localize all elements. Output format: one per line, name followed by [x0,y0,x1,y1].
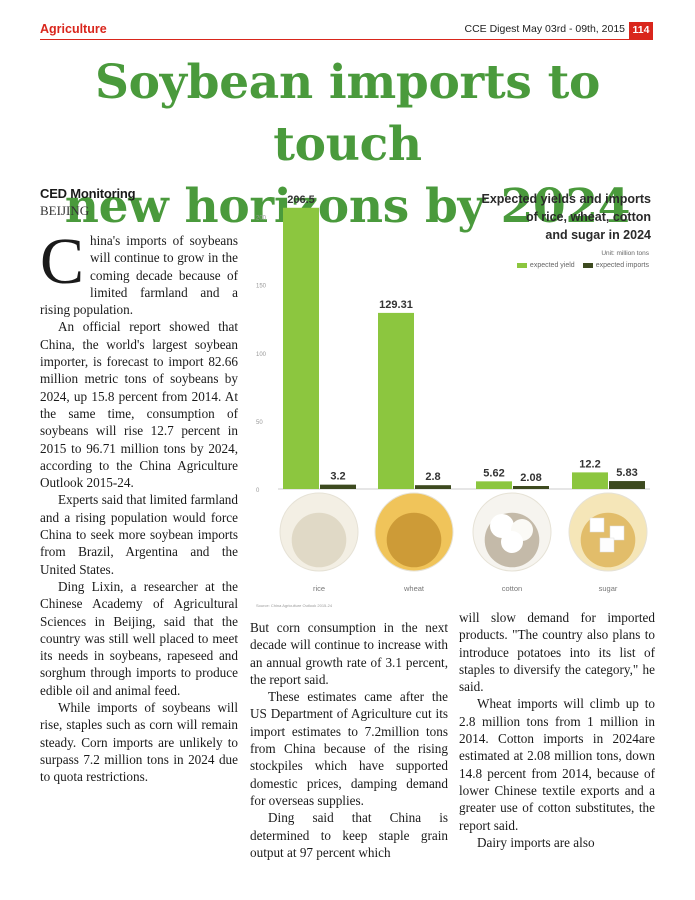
article-paragraph: But corn consumption in the next decade … [250,620,448,687]
article-paragraph: Ding Lixin, a researcher at the Chinese … [40,578,238,698]
article-paragraph: Wheat imports will climb up to 2.8 milli… [459,696,655,833]
data-label-yield: 12.2 [579,458,600,470]
legend-label: expected imports [595,262,649,269]
article-paragraph: Ding said that China is determined to ke… [250,810,448,860]
headline: Soybean imports to touch new horizons by… [20,52,675,238]
page-number: 114 [629,22,653,39]
article-paragraph: Experts said that limited farmland and a… [40,492,238,577]
category-label-wheat: wheat [403,584,425,593]
chart-title-line: and sugar in 2024 [545,228,651,242]
bar-yield-cotton [476,481,512,489]
y-tick-label: 0 [256,488,260,494]
bar-yield-sugar [572,472,608,489]
article-paragraph: will slow demand for imported products. … [459,610,655,695]
data-label-yield: 206.5 [287,194,315,206]
rice-photo-shade [291,512,347,568]
data-label-imports: 2.08 [520,472,541,484]
category-label-rice: rice [313,584,325,593]
headline-line-2: new horizons by 2024 [64,179,631,234]
article-column-3: will slow demand for imported products. … [459,609,655,851]
article-column-2: But corn consumption in the next decade … [250,619,448,861]
y-tick-label: 100 [256,352,267,358]
data-label-yield: 129.31 [379,299,413,311]
bar-yield-wheat [378,312,414,489]
chart-canvas: 0 50 100 150 200 206.5 3.2 rice 129.31 2.8 wheat 5.… [256,194,650,593]
header-bar: Agriculture CCE Digest May 03rd - 09th, … [40,22,653,40]
drop-cap: C [40,225,85,298]
chart-source: Source: China Agriculture Outlook 2015-2… [256,603,333,608]
bar-imports-rice [320,484,356,489]
bar-yield-rice [283,207,319,489]
wheat-photo-shade [386,512,442,568]
sugar-cube-icon [609,525,625,541]
category-label-sugar: sugar [599,584,618,593]
data-label-imports: 2.8 [425,471,440,483]
section-label: Agriculture [40,22,107,36]
chart-title-line: Expected yields and imports [481,192,652,206]
article-paragraph: While imports of soybeans will rise, sta… [40,700,238,785]
y-tick-label: 150 [256,284,267,290]
yield-import-chart: 0 50 100 150 200 206.5 3.2 rice 129.31 2.8 wheat 5.… [250,186,655,610]
category-label-cotton: cotton [502,584,522,593]
byline: CED Monitoring [40,186,136,201]
legend-item-imports: expected imports [582,262,649,269]
legend-label: expected yield [529,262,575,269]
headline-line-1: Soybean imports to touch [94,55,601,172]
y-tick-label: 200 [256,216,267,222]
legend-swatch [516,263,527,268]
legend-item-yield: expected yield [516,262,575,269]
article-paragraph: An official report showed that China, th… [40,319,238,491]
article-paragraph: Dairy imports are also [477,834,595,850]
legend-swatch [582,263,593,268]
data-label-imports: 3.2 [330,471,345,483]
bar-imports-cotton [513,486,549,489]
chart-unit: Unit: million tons [601,250,649,257]
data-label-imports: 5.83 [616,467,637,479]
bar-imports-wheat [415,485,451,489]
publication-info: CCE Digest May 03rd - 09th, 2015 [464,23,626,35]
chart-title-line: of rice, wheat, cotton [525,210,651,224]
chart-legend: expected yield expected imports [509,262,649,269]
chart-title: Expected yields and imports of rice, whe… [431,190,652,244]
sugar-cube-icon [599,537,615,553]
sugar-cube-icon [589,517,605,533]
y-tick-label: 50 [256,420,263,426]
lead-text: hina's imports of soybeans will continue… [40,233,238,318]
data-label-yield: 5.62 [483,467,504,479]
cotton-boll-icon [501,531,523,553]
dateline: BEIJING [40,203,90,218]
bar-imports-sugar [609,481,645,489]
article-paragraph: These estimates came after the US Depart… [250,689,448,808]
